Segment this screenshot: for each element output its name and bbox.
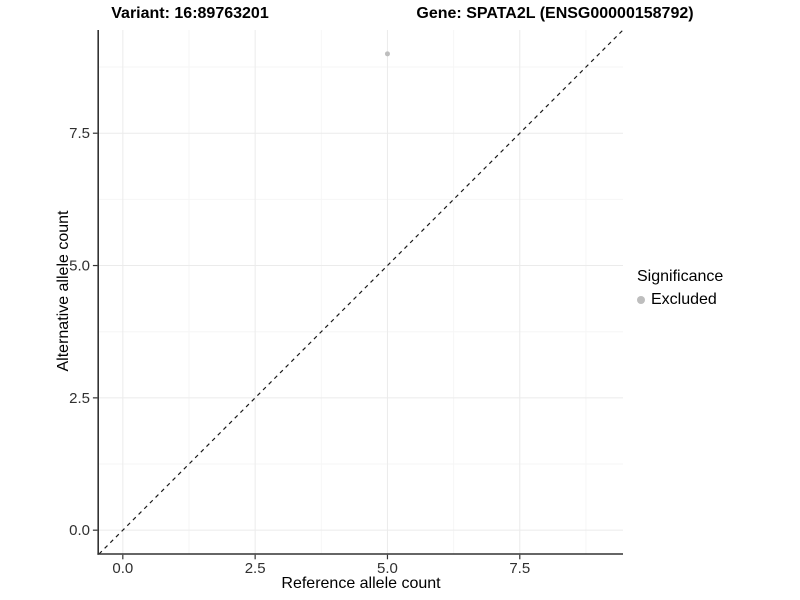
variant-title: Variant: 16:89763201 [111, 5, 269, 22]
gene-title: Gene: SPATA2L (ENSG00000158792) [416, 5, 694, 22]
x-tick-label: 5.0 [377, 560, 398, 577]
legend-item-label: Excluded [651, 291, 717, 308]
y-tick-label: 7.5 [69, 125, 90, 142]
legend: Significance Excluded [637, 268, 723, 309]
data-point [384, 51, 390, 57]
legend-title: Significance [637, 268, 724, 285]
y-tick-label: 0.0 [69, 522, 90, 539]
identity-line [98, 29, 624, 555]
x-axis-title: Reference allele count [281, 575, 441, 592]
y-axis-title: Alternative allele count [55, 210, 72, 372]
x-tick-label: 7.5 [509, 560, 530, 577]
x-tick-label: 2.5 [245, 560, 266, 577]
x-tick-label: 0.0 [112, 560, 133, 577]
legend-key-dot [637, 296, 645, 304]
legend-item-excluded: Excluded [637, 291, 723, 309]
y-tick-label: 2.5 [69, 390, 90, 407]
y-tick-label: 5.0 [69, 258, 90, 275]
